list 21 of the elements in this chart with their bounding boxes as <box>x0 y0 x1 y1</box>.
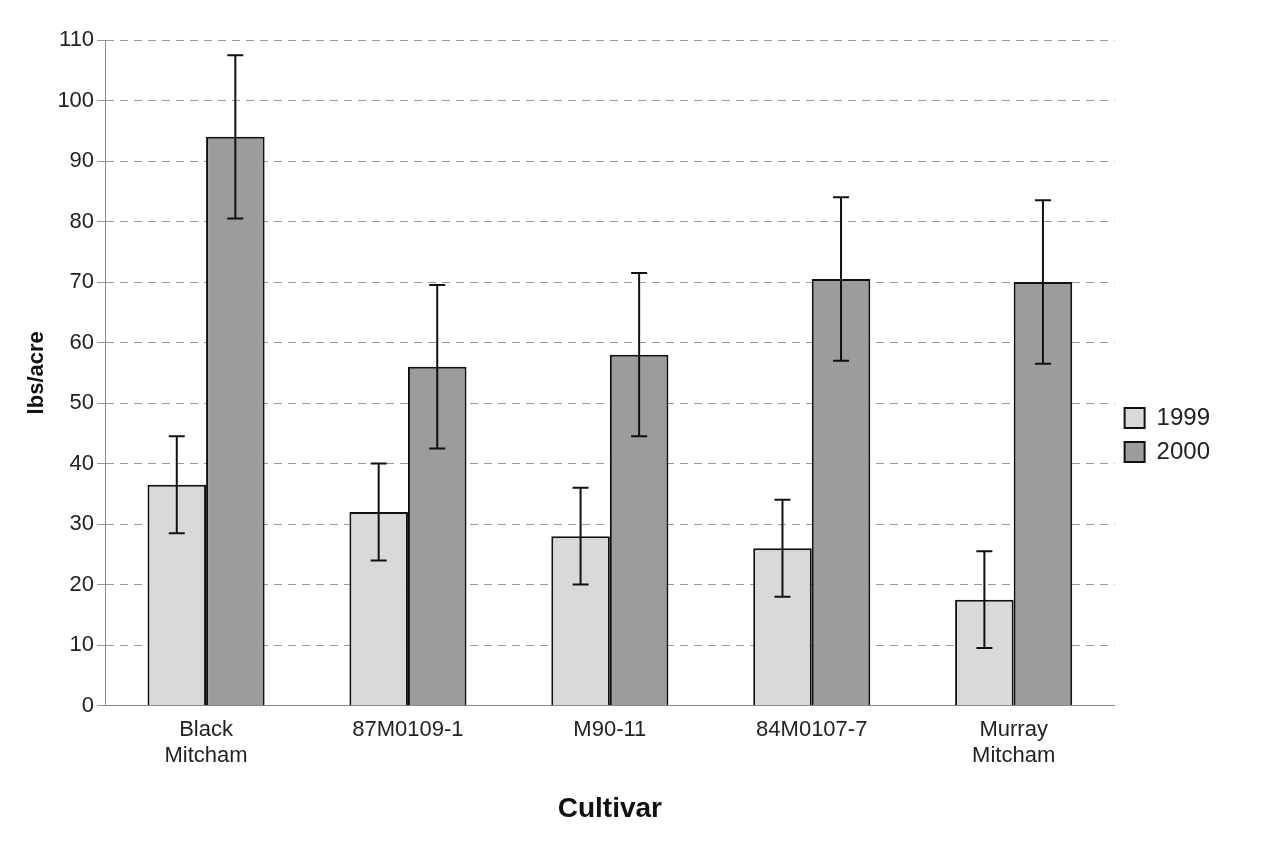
y-tick-label: 40 <box>69 449 95 475</box>
y-tick-label: 30 <box>69 510 95 536</box>
y-tick-label: 20 <box>69 570 95 596</box>
x-tick-label: Murray Mitcham <box>972 715 1056 768</box>
y-tick-label: 90 <box>69 147 95 173</box>
y-tick-label: 50 <box>69 389 95 415</box>
x-tick-label: 87M0109-1 <box>352 715 464 741</box>
x-tick-label: M90-11 <box>573 715 647 741</box>
y-tick-label: 10 <box>69 631 95 657</box>
x-axis-title: Cultivar <box>557 791 663 823</box>
y-axis-title: lbs/acre <box>23 331 49 415</box>
y-tick-label: 110 <box>59 26 95 52</box>
legend-label: 2000 <box>1156 436 1210 464</box>
x-tick-label: Black Mitcham <box>164 715 248 768</box>
y-tick-label: 0 <box>81 691 95 717</box>
y-tick-label: 70 <box>69 268 95 294</box>
y-tick-label: 100 <box>57 86 95 112</box>
y-tick-label: 80 <box>69 207 95 233</box>
y-tick-label: 60 <box>69 328 95 354</box>
x-tick-label: 84M0107-7 <box>756 715 868 741</box>
legend-label: 1999 <box>1156 402 1210 430</box>
